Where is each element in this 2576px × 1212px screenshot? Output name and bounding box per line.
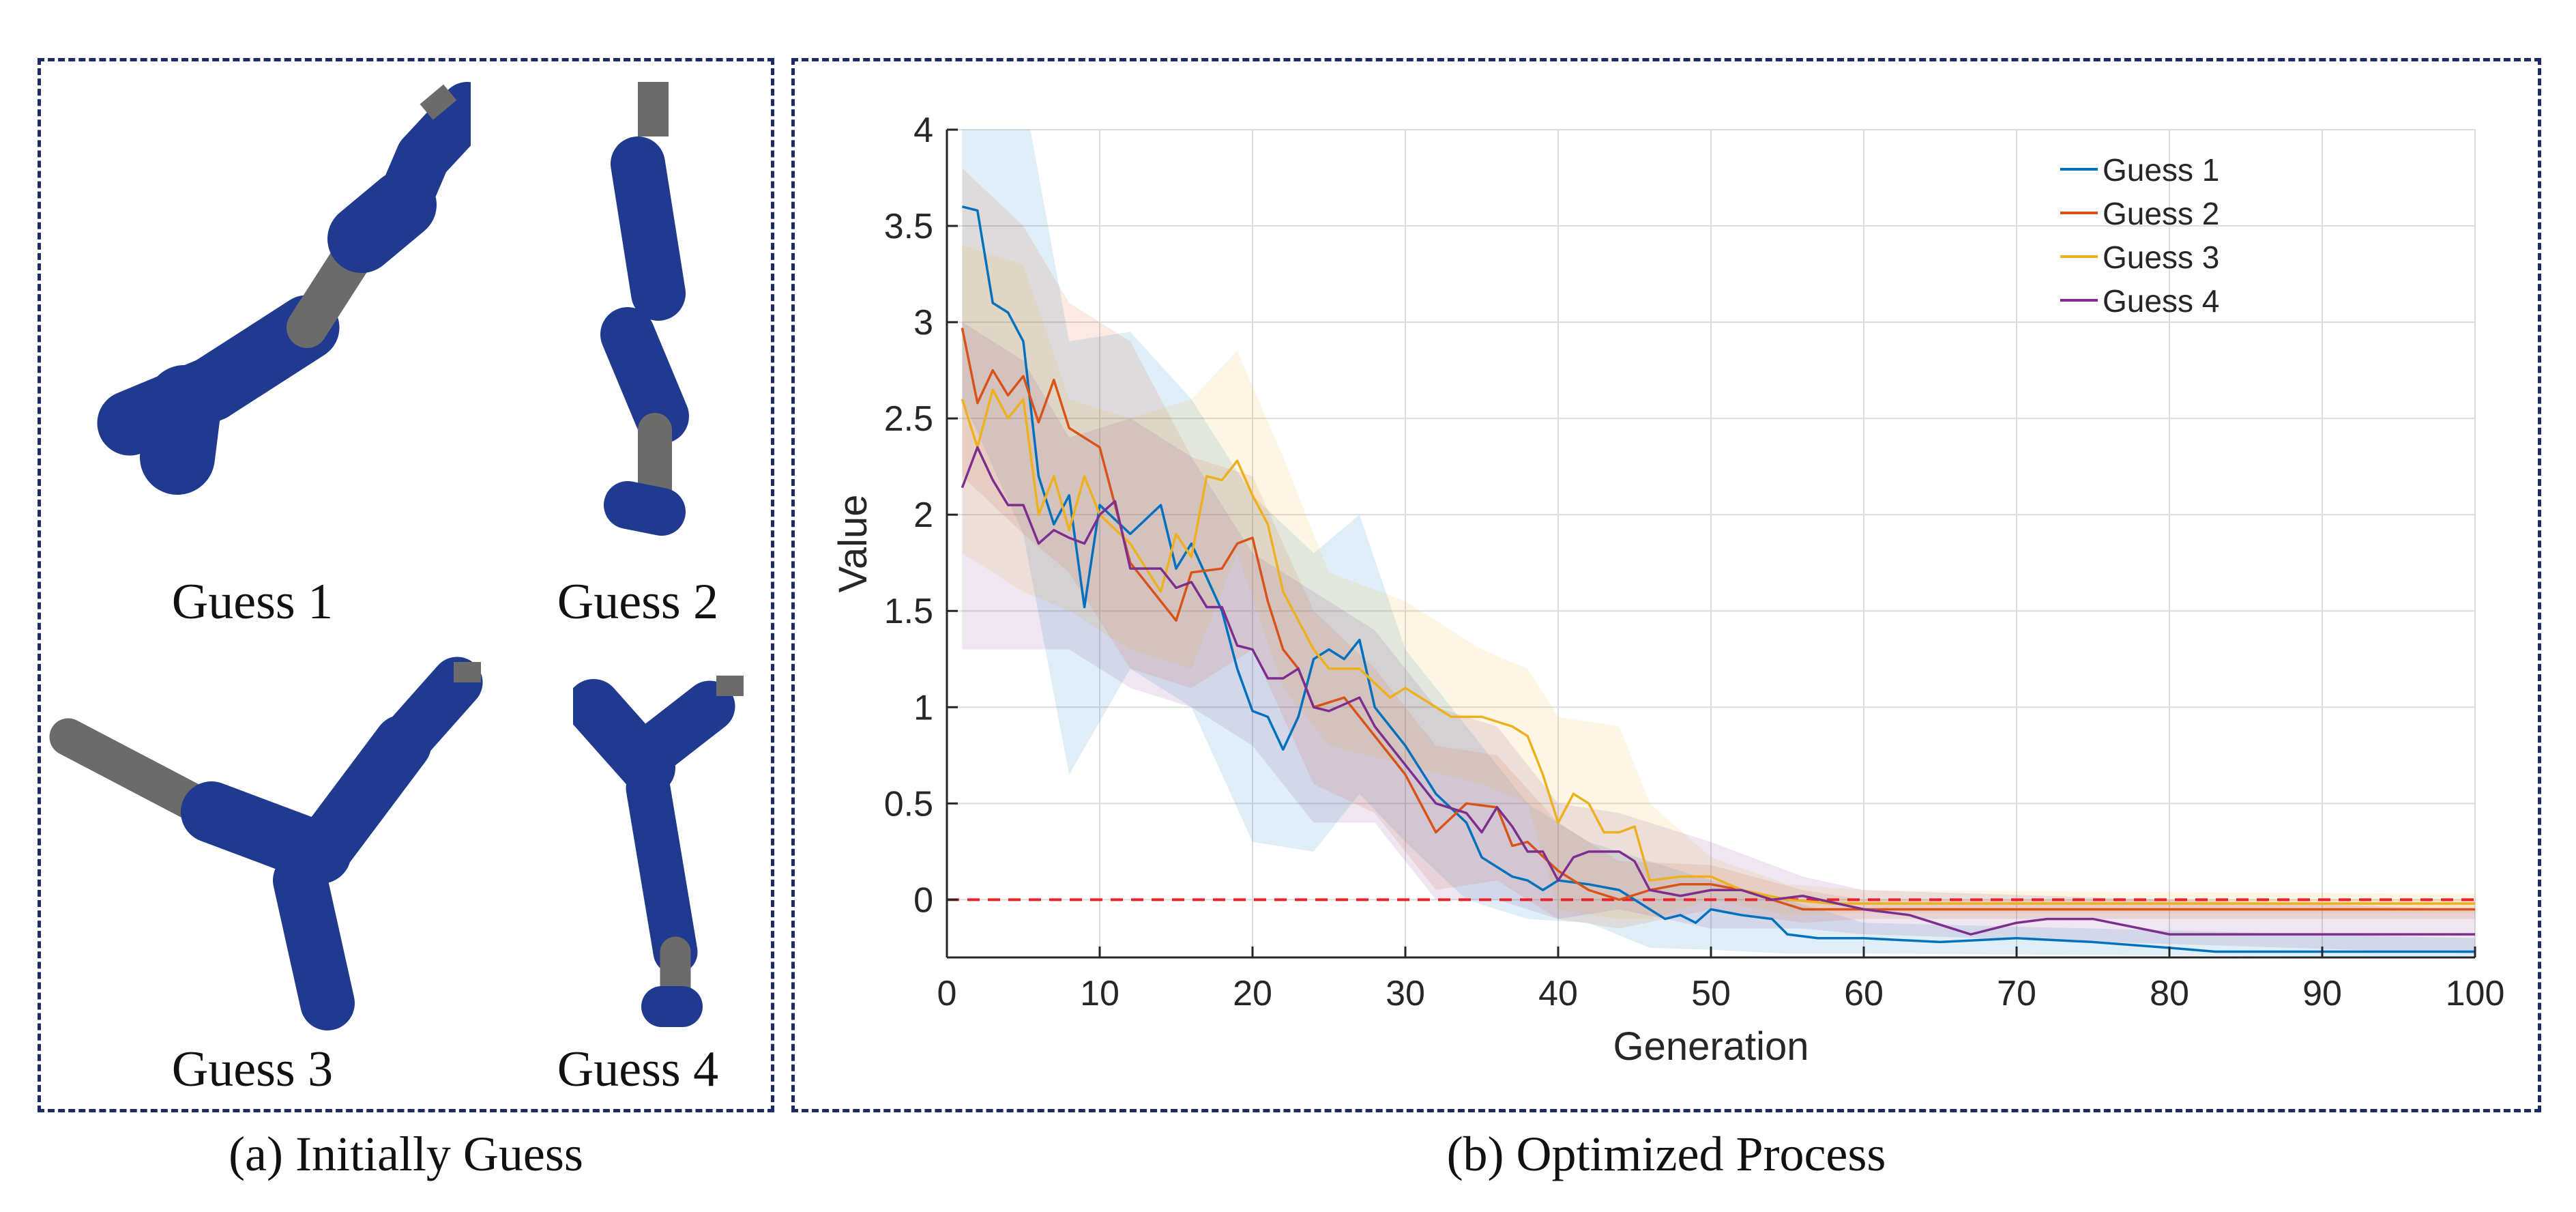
legend-label-guess-1: Guess 1 [2103,152,2219,188]
guess-3-label: Guess 3 [171,1041,334,1097]
x-tick-label: 100 [2446,974,2505,1013]
panel-a-caption: (a) Initially Guess [229,1127,583,1181]
series-line-guess-4 [961,446,2475,936]
panel-b-caption: (b) Optimized Process [1446,1127,1886,1181]
y-tick-label: 0.5 [884,784,933,824]
series-line-guess-3 [961,388,2475,905]
y-tick-label: 4 [913,111,933,150]
x-tick-label: 20 [1233,974,1272,1013]
robot-arm-guess-2-image [600,82,689,536]
panel-optimized-process [791,58,2541,1112]
y-axis-label: Value [831,494,875,592]
robot-arm-guess-3-image [49,656,483,1030]
robot-arm-guess-4-image [573,676,744,1027]
y-tick-label: 1.5 [884,592,933,631]
panel-initial-guess [38,58,774,1112]
confidence-band-2 [962,168,2475,929]
series-line-guess-1 [961,205,2475,953]
y-tick-label: 2.5 [884,399,933,439]
optimization-chart: 0 10 20 30 40 50 60 70 80 90 100 0 0.5 1 1.5 2 2.5 3 3.5 4 G… [831,111,2505,1069]
guess-2-label: Guess 2 [557,574,719,630]
y-tick-label: 3 [913,303,933,343]
confidence-band-4 [962,322,2475,954]
x-axis-label: Generation [1613,1024,1809,1069]
confidence-band-1 [962,130,2475,957]
legend-label-guess-3: Guess 3 [2103,240,2219,275]
x-tick-label: 10 [1080,974,1119,1013]
x-tick-label: 70 [1997,974,2036,1013]
legend-label-guess-2: Guess 2 [2103,196,2219,231]
x-tick-label: 40 [1538,974,1578,1013]
x-tick-label: 90 [2302,974,2342,1013]
legend-label-guess-4: Guess 4 [2103,283,2219,319]
x-tick-label: 30 [1386,974,1425,1013]
x-tick-label: 60 [1844,974,1884,1013]
guess-1-label: Guess 1 [171,574,334,630]
series-line-guess-2 [961,328,2475,911]
x-tick-label: 0 [937,974,957,1013]
y-tick-label: 1 [913,688,933,727]
y-tick-label: 3.5 [884,207,933,246]
guess-4-label: Guess 4 [557,1041,719,1097]
series-group [947,130,2475,957]
robot-arm-guess-1-image [97,82,471,495]
x-tick-label: 50 [1691,974,1731,1013]
y-tick-label: 0 [913,880,933,920]
y-tick-label: 2 [913,495,933,535]
x-tick-label: 80 [2150,974,2189,1013]
confidence-band-3 [962,245,2475,919]
